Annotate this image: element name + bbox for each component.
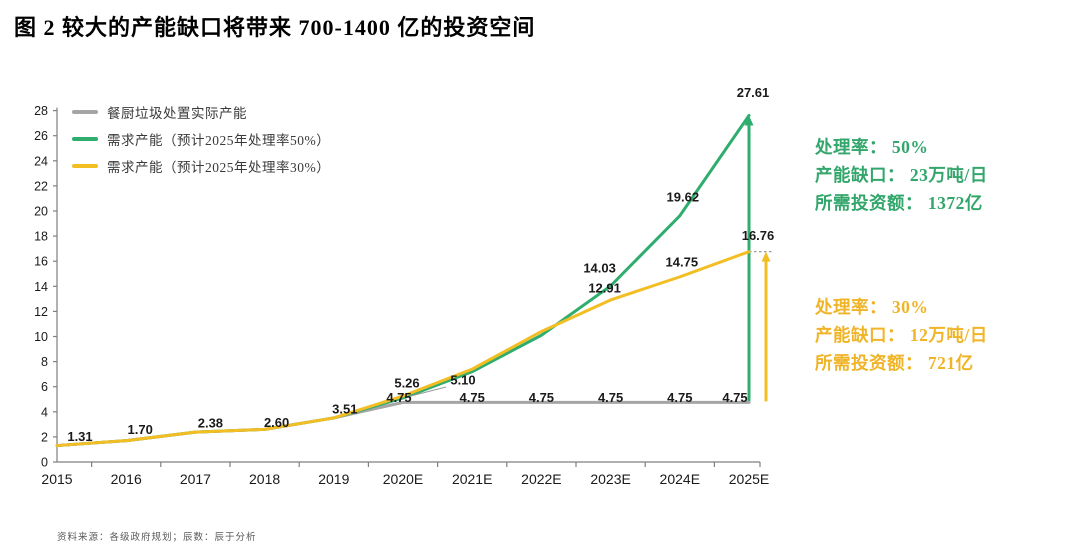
x-tick-label: 2025E <box>729 471 769 487</box>
series-line-0 <box>55 400 751 448</box>
y-tick-label: 8 <box>41 355 48 369</box>
y-tick-label: 2 <box>41 430 48 444</box>
y-tick-label: 0 <box>41 456 48 470</box>
y-tick-label: 28 <box>34 104 48 118</box>
x-tick-label: 2019 <box>318 471 349 487</box>
data-label: 4.75 <box>529 390 554 405</box>
yellow-line-swatch-icon <box>72 164 98 168</box>
x-tick-label: 2021E <box>452 471 492 487</box>
legend-label: 需求产能（预计2025年处理率30%） <box>107 160 331 175</box>
data-label: 5.26 <box>394 375 419 390</box>
x-tick-label: 2015 <box>41 471 72 487</box>
series-line-2 <box>55 250 751 448</box>
legend-item-demand-30: 需求产能（预计2025年处理率30%） <box>72 156 330 176</box>
data-label: 14.03 <box>583 260 616 275</box>
y-tick-label: 6 <box>41 380 48 394</box>
data-label: 4.75 <box>460 390 485 405</box>
y-tick-label: 14 <box>34 280 48 294</box>
y-tick-label: 12 <box>34 305 48 319</box>
data-label: 4.75 <box>598 390 623 405</box>
gap-arrow-head-icon <box>761 251 771 262</box>
legend-label: 需求产能（预计2025年处理率50%） <box>107 133 331 148</box>
legend-label: 餐厨垃圾处置实际产能 <box>107 106 247 121</box>
data-label: 27.61 <box>737 85 770 100</box>
data-label: 5.10 <box>450 372 475 387</box>
annotation-rate-30: 处理率： 30% 产能缺口： 12万吨/日 所需投资额： 721亿 <box>815 293 1075 377</box>
label-leader-line <box>406 386 447 398</box>
figure-title: 图 2 较大的产能缺口将带来 700-1400 亿的投资空间 <box>14 15 536 40</box>
x-tick-label: 2018 <box>249 471 280 487</box>
data-label: 19.62 <box>667 189 700 204</box>
data-label: 4.75 <box>722 390 747 405</box>
data-label: 1.31 <box>67 429 92 444</box>
data-label: 4.75 <box>667 390 692 405</box>
x-tick-label: 2020E <box>383 471 423 487</box>
legend-item-actual-capacity: 餐厨垃圾处置实际产能 <box>72 102 330 122</box>
y-tick-label: 10 <box>34 330 48 344</box>
y-tick-label: 18 <box>34 230 48 244</box>
y-tick-label: 24 <box>34 154 48 168</box>
data-label: 2.38 <box>198 416 223 431</box>
x-tick-label: 2017 <box>180 471 211 487</box>
annotation-line: 所需投资额： 721亿 <box>815 353 974 373</box>
gap-arrow-head-icon <box>744 115 754 126</box>
data-label: 12.91 <box>588 280 621 295</box>
y-tick-label: 4 <box>41 405 48 419</box>
data-label: 3.51 <box>332 401 357 416</box>
y-tick-label: 20 <box>34 205 48 219</box>
data-label: 4.75 <box>386 390 411 405</box>
annotation-line: 所需投资额： 1372亿 <box>815 193 983 213</box>
gray-line-swatch-icon <box>72 110 98 114</box>
data-label: 14.75 <box>666 254 699 269</box>
data-label: 2.60 <box>264 415 289 430</box>
data-label: 16.76 <box>742 228 775 243</box>
green-line-swatch-icon <box>72 137 98 141</box>
annotation-line: 处理率： 50% <box>815 137 929 157</box>
annotation-line: 处理率： 30% <box>815 297 929 317</box>
x-tick-label: 2016 <box>111 471 142 487</box>
annotation-line: 产能缺口： 23万吨/日 <box>815 165 988 185</box>
legend-item-demand-50: 需求产能（预计2025年处理率50%） <box>72 129 330 149</box>
chart-legend: 餐厨垃圾处置实际产能 需求产能（预计2025年处理率50%） 需求产能（预计20… <box>72 102 330 176</box>
annotation-rate-50: 处理率： 50% 产能缺口： 23万吨/日 所需投资额： 1372亿 <box>815 133 1075 217</box>
y-tick-label: 26 <box>34 129 48 143</box>
y-tick-label: 22 <box>34 179 48 193</box>
y-tick-label: 16 <box>34 255 48 269</box>
x-tick-label: 2022E <box>521 471 561 487</box>
capacity-gap-chart: 0 2 4 6 8 10 12 14 16 18 20 22 24 26 28 2015 2016 2017 201… <box>20 85 810 525</box>
source-note: 资料来源：各级政府规划；辰数：辰于分析 <box>57 533 257 543</box>
x-tick-label: 2024E <box>660 471 700 487</box>
x-tick-label: 2023E <box>590 471 630 487</box>
data-label: 1.70 <box>128 422 153 437</box>
annotation-line: 产能缺口： 12万吨/日 <box>815 325 988 345</box>
